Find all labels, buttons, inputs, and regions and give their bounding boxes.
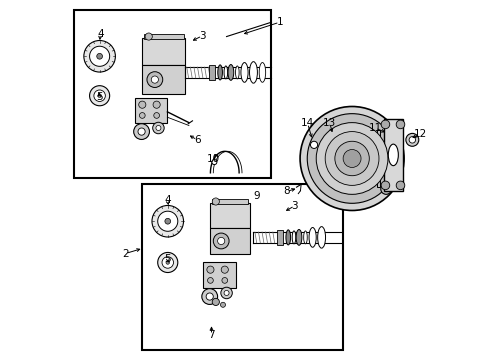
Circle shape xyxy=(89,46,109,66)
Circle shape xyxy=(310,141,317,148)
Bar xyxy=(74,10,271,178)
Circle shape xyxy=(83,41,115,72)
Text: 5: 5 xyxy=(164,254,171,264)
Circle shape xyxy=(212,198,219,205)
Bar xyxy=(210,203,249,228)
Ellipse shape xyxy=(285,230,290,245)
Circle shape xyxy=(94,90,105,102)
Circle shape xyxy=(158,211,178,231)
Text: 13: 13 xyxy=(323,118,336,128)
Circle shape xyxy=(380,120,389,129)
Ellipse shape xyxy=(249,62,257,83)
Bar xyxy=(142,184,343,350)
Circle shape xyxy=(221,266,228,273)
Circle shape xyxy=(213,233,228,249)
Circle shape xyxy=(222,278,227,283)
Ellipse shape xyxy=(241,63,247,82)
Ellipse shape xyxy=(317,226,325,248)
Circle shape xyxy=(162,257,173,268)
Circle shape xyxy=(211,159,217,165)
Bar xyxy=(203,262,235,288)
Bar xyxy=(383,119,403,191)
Circle shape xyxy=(206,293,213,300)
Circle shape xyxy=(316,123,387,194)
Text: 9: 9 xyxy=(253,191,260,201)
Bar xyxy=(376,130,379,187)
Circle shape xyxy=(395,181,404,190)
Text: 8: 8 xyxy=(283,186,289,197)
Text: 3: 3 xyxy=(291,201,297,211)
Text: 14: 14 xyxy=(301,118,314,128)
Circle shape xyxy=(206,266,214,273)
Circle shape xyxy=(139,113,145,118)
Bar xyxy=(212,199,247,204)
Circle shape xyxy=(147,72,163,87)
Bar xyxy=(276,230,283,244)
Circle shape xyxy=(408,136,415,143)
Circle shape xyxy=(217,237,224,244)
Ellipse shape xyxy=(308,228,316,247)
Circle shape xyxy=(152,122,164,134)
Circle shape xyxy=(224,291,228,296)
Circle shape xyxy=(202,289,217,305)
Text: 2: 2 xyxy=(122,248,128,258)
Circle shape xyxy=(334,141,368,176)
Circle shape xyxy=(380,184,391,194)
Text: 1: 1 xyxy=(276,17,283,27)
Circle shape xyxy=(380,181,389,190)
Bar xyxy=(144,34,183,39)
Circle shape xyxy=(98,94,101,98)
Circle shape xyxy=(153,101,160,108)
Circle shape xyxy=(343,149,360,167)
Circle shape xyxy=(151,76,158,83)
Circle shape xyxy=(306,114,396,203)
Text: 11: 11 xyxy=(367,123,381,133)
Bar xyxy=(208,65,215,80)
Ellipse shape xyxy=(296,229,301,245)
Text: 12: 12 xyxy=(413,130,426,139)
Text: 4: 4 xyxy=(164,195,170,205)
Ellipse shape xyxy=(303,231,306,244)
Text: 7: 7 xyxy=(208,330,214,340)
Circle shape xyxy=(97,53,102,59)
Ellipse shape xyxy=(235,66,239,79)
Circle shape xyxy=(89,86,109,106)
Circle shape xyxy=(212,298,219,306)
Bar xyxy=(135,98,167,123)
Bar xyxy=(142,39,185,65)
Ellipse shape xyxy=(259,63,265,82)
Ellipse shape xyxy=(217,65,222,80)
Bar xyxy=(142,65,185,94)
Circle shape xyxy=(153,113,159,118)
Circle shape xyxy=(221,287,232,299)
Text: 3: 3 xyxy=(199,31,205,41)
Circle shape xyxy=(220,302,225,307)
Circle shape xyxy=(133,124,149,139)
Bar xyxy=(210,228,249,253)
Ellipse shape xyxy=(224,66,227,79)
Text: 5: 5 xyxy=(96,92,102,102)
Circle shape xyxy=(139,101,145,108)
Circle shape xyxy=(156,126,161,131)
Circle shape xyxy=(165,261,169,264)
Text: 6: 6 xyxy=(193,135,200,145)
Text: 4: 4 xyxy=(97,29,103,39)
Circle shape xyxy=(405,134,418,146)
Ellipse shape xyxy=(387,144,398,166)
Circle shape xyxy=(164,219,170,224)
Ellipse shape xyxy=(292,231,295,244)
Circle shape xyxy=(145,33,152,40)
Circle shape xyxy=(325,132,378,185)
Text: 10: 10 xyxy=(206,154,219,164)
Circle shape xyxy=(152,206,183,237)
Circle shape xyxy=(138,128,145,135)
Circle shape xyxy=(158,252,178,273)
Ellipse shape xyxy=(227,64,233,80)
Circle shape xyxy=(395,120,404,129)
Circle shape xyxy=(207,278,213,283)
Circle shape xyxy=(300,107,403,211)
